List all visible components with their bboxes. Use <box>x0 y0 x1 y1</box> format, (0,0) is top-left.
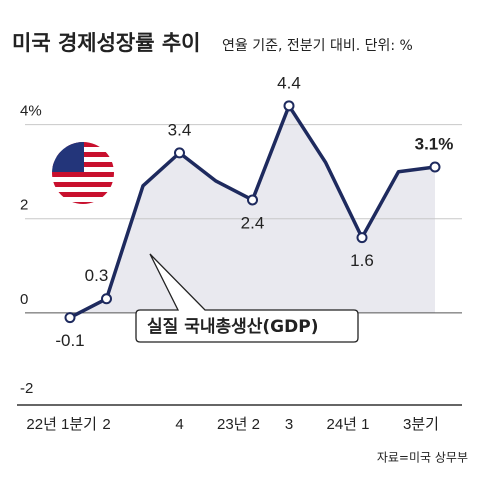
value-label: -0.1 <box>55 331 84 350</box>
y-tick-label: 2 <box>20 197 28 214</box>
marker <box>356 232 368 244</box>
plot-area: -2 0 2 4% 22년 1분기 2 4 23년 2 3 24년 1 3분기 -0.1 0.3 3.4 2… <box>17 73 462 433</box>
annotation: 실질 국내총생산(GDP) <box>147 316 318 337</box>
value-label: 3.4 <box>168 120 192 139</box>
area <box>70 105 435 318</box>
source: 자료=미국 상무부 <box>377 451 468 465</box>
marker <box>429 161 441 173</box>
marker <box>247 194 258 206</box>
marker <box>174 147 185 159</box>
value-label: 2.4 <box>241 213 265 232</box>
annotation-callout: 실질 국내총생산(GDP) <box>135 253 359 343</box>
x-tick-label: 2 <box>102 416 110 433</box>
value-label: 3.1% <box>415 134 454 153</box>
chart-title: 미국 경제성장률 추이 <box>12 31 201 55</box>
x-tick-label: 24년 1 <box>327 416 370 433</box>
x-tick-label: 4 <box>175 416 183 433</box>
chart-subtitle: 연율 기준, 전분기 대비. 단위: % <box>222 38 413 54</box>
x-tick-label: 3 <box>285 416 293 433</box>
value-label: 0.3 <box>85 266 109 285</box>
value-label: 1.6 <box>350 251 374 270</box>
x-tick-label: 22년 1분기 <box>26 416 97 433</box>
marker <box>101 293 112 305</box>
us-flag <box>52 142 114 204</box>
y-tick-label: 0 <box>20 291 28 308</box>
x-tick-label: 3분기 <box>403 416 439 433</box>
marker <box>283 100 295 112</box>
marker <box>64 312 76 324</box>
y-tick-label: -2 <box>20 380 33 397</box>
x-tick-label: 23년 2 <box>217 416 260 433</box>
y-tick-label: 4% <box>20 103 42 120</box>
value-label: 4.4 <box>277 73 301 92</box>
